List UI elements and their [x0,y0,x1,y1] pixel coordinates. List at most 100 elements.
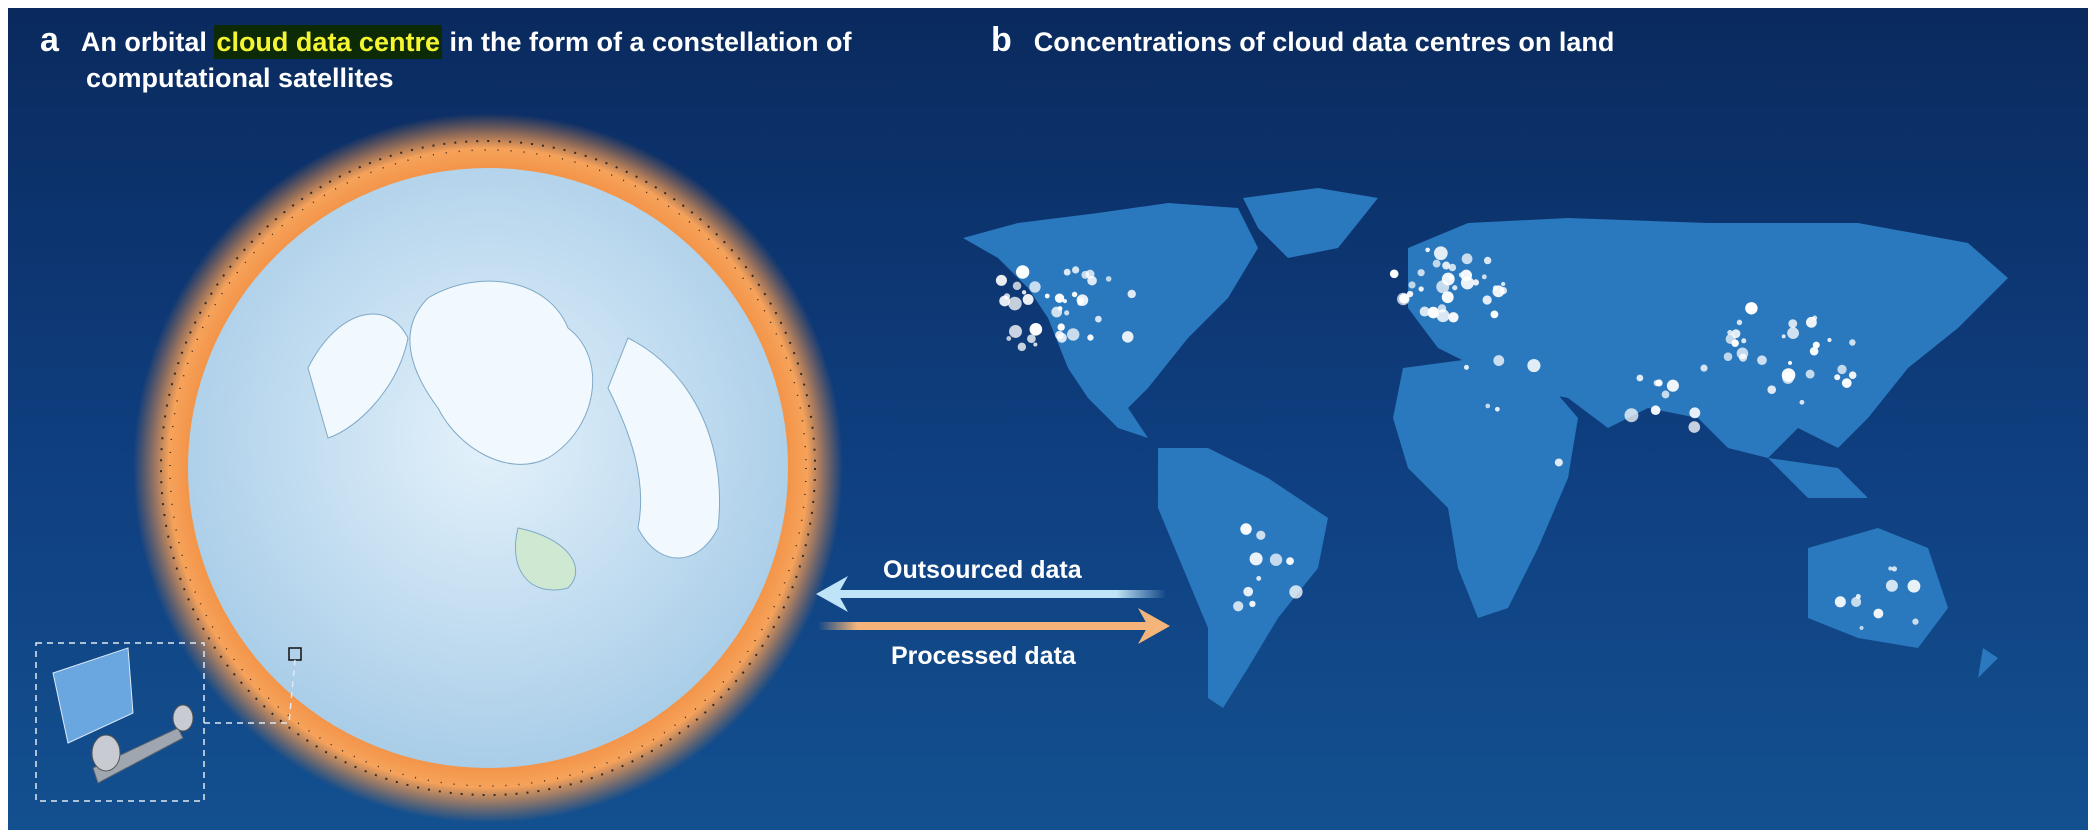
data-centre-marker [1418,286,1424,292]
data-centre-marker [1837,364,1847,375]
data-centre-marker [1624,408,1639,423]
data-centre-marker [1851,596,1862,607]
data-centre-marker [1127,289,1136,299]
data-centre-marker [1437,304,1447,313]
data-centre-marker [1463,364,1469,370]
data-centre-marker [1460,269,1473,282]
data-centre-marker [1448,312,1459,323]
data-centre-marker [1441,291,1454,304]
data-centre-marker [1650,405,1661,416]
data-centre-marker [1033,342,1038,347]
data-centre-marker [1848,371,1857,379]
data-centre-marker [1757,355,1767,366]
data-centre-marker [1834,596,1846,608]
figure: a An orbital cloud data centre in the for… [8,8,2088,830]
data-centre-marker [1781,334,1786,339]
new-zealand [1978,648,1998,678]
data-centre-marker [1256,530,1266,540]
data-centre-marker [1834,374,1841,381]
data-centre-marker [1008,296,1022,311]
data-centre-marker [1481,274,1487,280]
processed-data-label: Processed data [891,642,1076,670]
data-centre-marker [1448,263,1457,272]
data-centre-marker [1483,256,1492,265]
panel-a-label: a [40,21,59,59]
data-centre-marker [1859,625,1864,630]
data-centre-marker [1071,291,1078,298]
outsourced-arrow-head [816,576,848,612]
data-centre-marker [1461,253,1473,265]
data-centre-marker [1731,329,1741,339]
data-centre-marker [1105,276,1112,282]
data-centre-marker [1458,272,1464,278]
data-centre-marker [1499,286,1508,295]
title-text: An orbital [80,27,215,57]
data-centre-marker [1019,268,1025,274]
data-centre-marker [1399,293,1410,304]
data-centre-marker [1054,293,1065,303]
data-centre-marker [1888,566,1893,571]
data-centre-marker [1240,523,1252,535]
data-centre-marker [1855,593,1861,599]
data-centre-marker [1243,586,1254,597]
data-centre-marker [1417,269,1425,277]
data-centre-marker [1907,579,1921,593]
data-centre-marker [1072,266,1080,274]
data-centre-marker [1051,306,1063,318]
data-centre-marker [1745,302,1758,315]
data-centre-marker [1482,295,1492,305]
data-centre-marker [1873,608,1884,619]
australia [1808,528,1948,648]
inset-box [35,642,205,802]
title-text: in the form of a constellation of [441,27,852,57]
data-centre-marker [1256,575,1262,581]
data-centre-marker [1044,293,1050,299]
panel-b-label: b [991,21,1012,59]
data-centre-marker [995,274,1007,286]
data-centre-marker [1087,334,1094,341]
data-centre-marker [1812,341,1820,349]
data-centre-marker [1064,310,1070,316]
earth [188,168,788,768]
satellite-inset [35,642,302,802]
data-centre-marker [1389,269,1399,279]
data-centre-marker [1408,281,1416,289]
data-centre-marker [1009,324,1022,338]
data-centre-marker [1805,369,1815,379]
panel-b-title: b Concentrations of cloud data centres on… [991,22,1614,60]
data-centre-marker [1490,310,1499,319]
data-centre-marker [1062,299,1067,304]
southeast-asia-islands [1768,458,1868,498]
north-america [963,203,1258,438]
satellite-orbit [160,140,816,796]
data-centre-marker [1433,246,1448,261]
data-centre-marker [1636,374,1644,382]
data-centre-marker [1003,293,1011,300]
data-centre-marker [1081,270,1090,279]
south-america [1158,448,1328,708]
data-centre-marker [1849,339,1856,346]
data-centre-marker [1827,337,1832,343]
data-centre-marker [1029,281,1041,293]
data-centre-marker [1063,268,1071,276]
data-centre-marker [1436,280,1450,294]
data-centre-marker [1056,332,1067,343]
title-text: Concentrations of cloud data centres on … [1033,27,1615,57]
data-centre-marker [1841,378,1852,388]
satellite-body-icon [92,727,184,784]
data-centre-marker [1021,290,1027,295]
data-centre-marker [1723,352,1733,362]
data-centre-marker [1527,359,1541,373]
data-centre-marker [1788,319,1798,329]
data-centre-marker [1736,347,1749,360]
data-centre-marker [1027,334,1036,344]
illustration [35,113,2008,823]
data-centre-marker [1472,279,1480,286]
data-centre-marker [1891,566,1898,572]
data-centre-marker [1006,336,1012,341]
data-centre-marker [1286,557,1294,566]
data-centre-marker [1057,323,1065,331]
data-centre-marker [1087,275,1097,286]
data-centre-marker [1787,360,1793,366]
data-centre-marker [1494,406,1500,412]
